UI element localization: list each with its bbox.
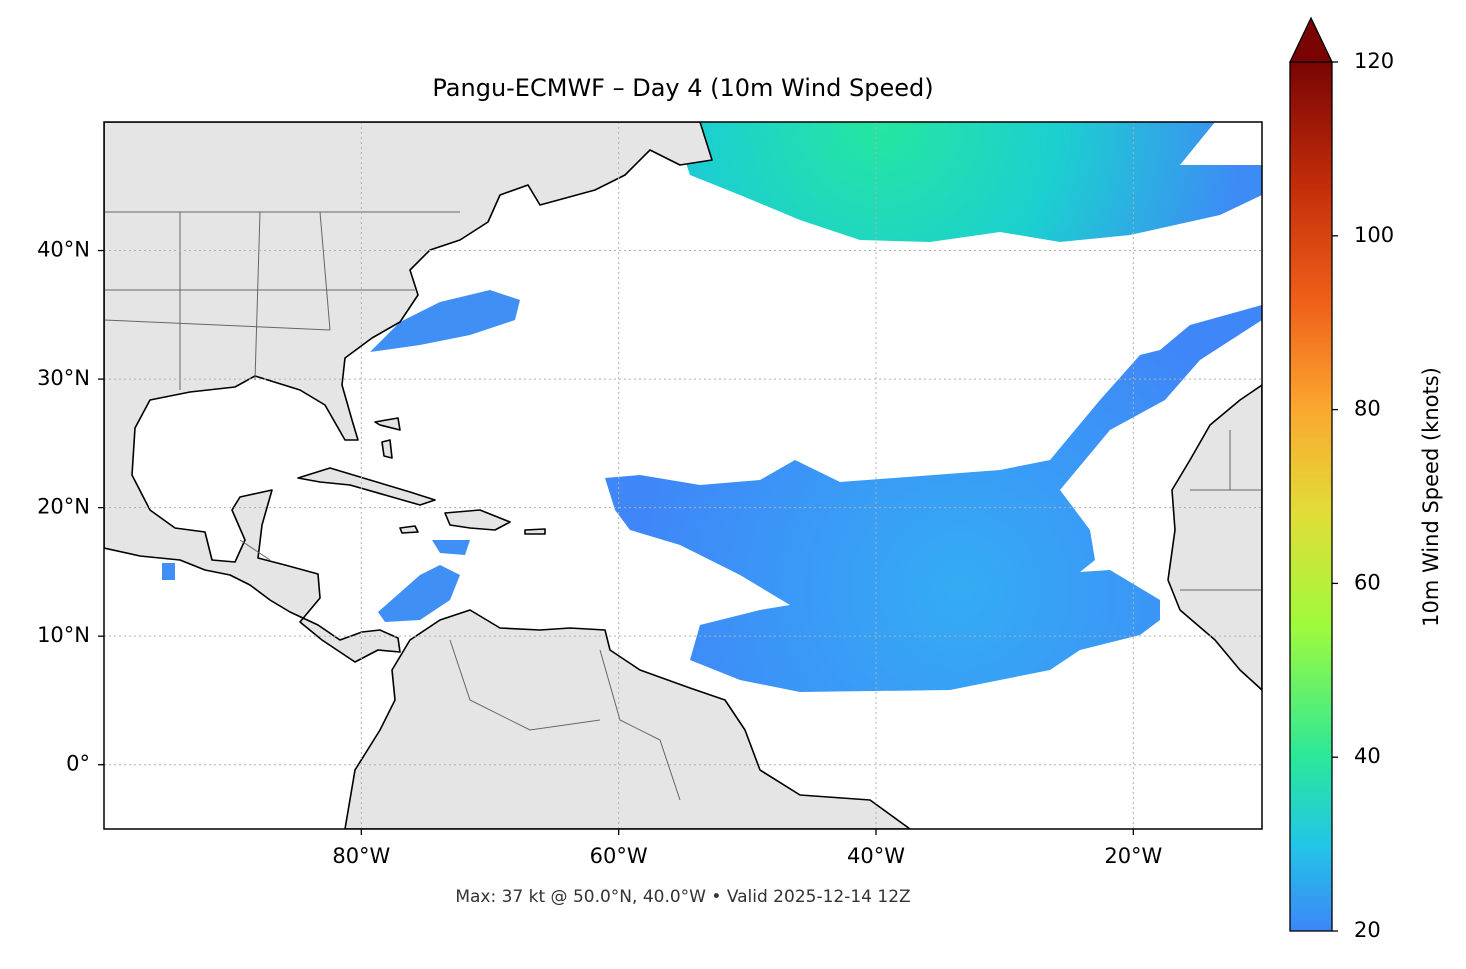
map-area <box>104 122 1262 829</box>
colorbar-tick-label: 40 <box>1354 744 1381 768</box>
wind-area <box>162 180 470 622</box>
y-tick-label: 20°N <box>37 495 90 519</box>
x-tick-label: 80°W <box>332 844 390 868</box>
colorbar <box>1289 61 1333 932</box>
borders <box>104 211 1262 801</box>
colorbar-extension <box>1288 16 1334 63</box>
wind-area <box>685 122 1262 242</box>
x-tick-label: 40°W <box>847 844 905 868</box>
y-tick-label: 30°N <box>37 366 90 390</box>
africa <box>1167 384 1262 691</box>
wind-area <box>605 305 1262 692</box>
map-frame <box>103 121 1263 830</box>
islands <box>297 417 546 535</box>
footnote: Max: 37 kt @ 50.0°N, 40.0°W • Valid 2025… <box>455 887 910 907</box>
colorbar-tick-label: 20 <box>1354 918 1381 942</box>
map-title: Pangu-ECMWF – Day 4 (10m Wind Speed) <box>432 74 933 102</box>
north-america <box>104 122 713 663</box>
colorbar-tick-label: 100 <box>1354 223 1394 247</box>
colorbar-tick-label: 60 <box>1354 570 1381 594</box>
y-tick-label: 40°N <box>37 238 90 262</box>
colorbar-label: 10m Wind Speed (knots) <box>1419 367 1443 627</box>
south-america <box>344 609 911 829</box>
y-tick-label: 10°N <box>37 623 90 647</box>
x-tick-label: 20°W <box>1104 844 1162 868</box>
colorbar-tick-label: 80 <box>1354 397 1381 421</box>
y-tick-label: 0° <box>66 752 90 776</box>
wind-area <box>370 290 520 352</box>
x-tick-label: 60°W <box>590 844 648 868</box>
colorbar-tick-label: 120 <box>1354 49 1394 73</box>
